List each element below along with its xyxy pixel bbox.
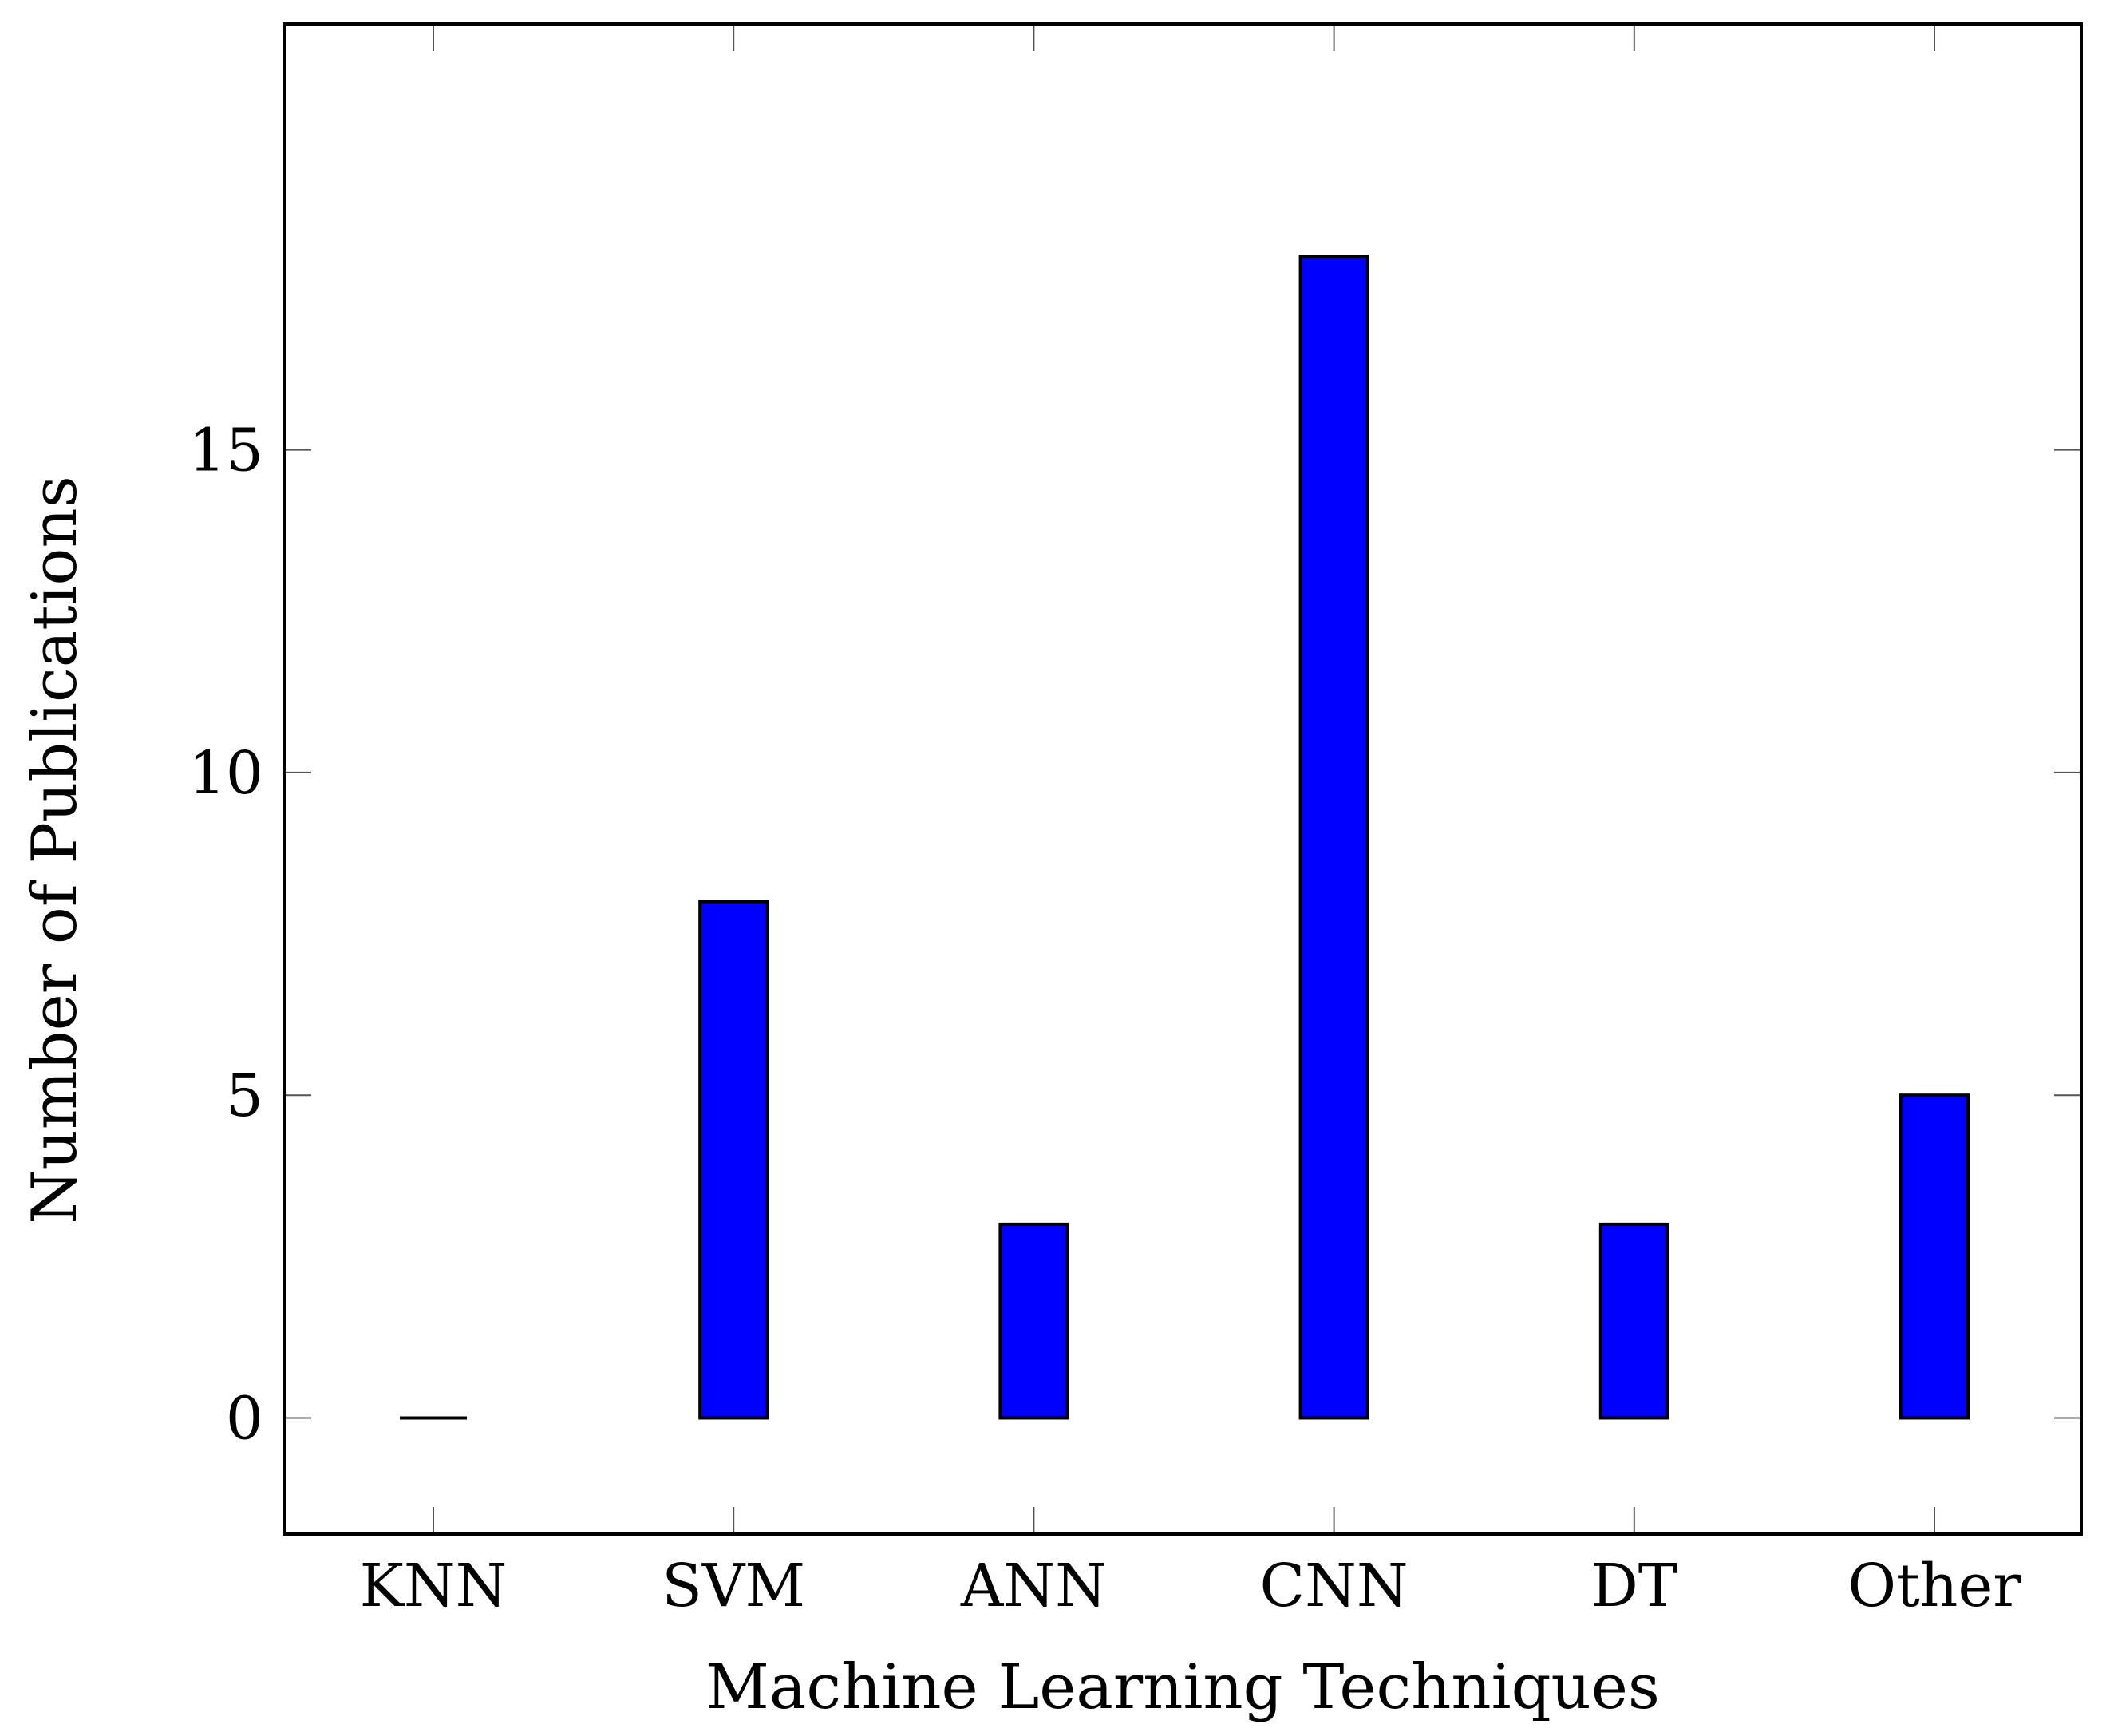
x-axis-title: Machine Learning Techniques xyxy=(705,1651,1660,1723)
x-tick-label-ann: ANN xyxy=(960,1552,1107,1620)
y-axis-ticks xyxy=(284,449,2081,1419)
bar-ann xyxy=(998,1222,1069,1420)
x-tick-label-knn: KNN xyxy=(360,1552,508,1620)
bar-svm xyxy=(698,900,769,1420)
bar-other xyxy=(1899,1093,1970,1420)
x-axis-tick-labels: KNN SVM ANN CNN DT Other xyxy=(360,1552,2022,1620)
bars xyxy=(400,255,1970,1420)
x-tick-label-cnn: CNN xyxy=(1260,1552,1409,1620)
y-tick-label: 5 xyxy=(226,1062,263,1130)
x-tick-label-dt: DT xyxy=(1590,1552,1677,1620)
y-axis-tick-labels: 0 5 10 15 xyxy=(188,417,263,1453)
x-axis-ticks xyxy=(433,24,1935,1534)
y-tick-label: 10 xyxy=(188,739,263,808)
y-tick-label: 15 xyxy=(188,417,263,485)
bar-cnn xyxy=(1298,255,1369,1420)
plot-frame xyxy=(283,22,2083,1536)
bar-dt xyxy=(1598,1222,1669,1420)
y-tick-label: 0 xyxy=(226,1384,263,1453)
x-tick-label-svm: SVM xyxy=(662,1552,805,1620)
y-axis-title: Number of Publications xyxy=(19,476,91,1224)
x-tick-label-other: Other xyxy=(1847,1552,2021,1620)
